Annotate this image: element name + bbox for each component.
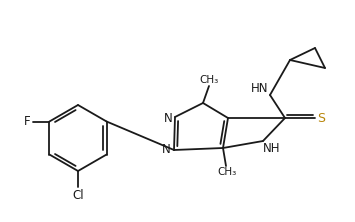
Text: HN: HN	[251, 81, 269, 95]
Text: Cl: Cl	[72, 188, 84, 202]
Text: CH₃: CH₃	[217, 167, 237, 177]
Text: S: S	[317, 111, 325, 125]
Text: N: N	[162, 143, 170, 155]
Text: F: F	[24, 115, 31, 128]
Text: CH₃: CH₃	[200, 75, 219, 85]
Text: N: N	[164, 111, 173, 125]
Text: NH: NH	[263, 141, 281, 155]
